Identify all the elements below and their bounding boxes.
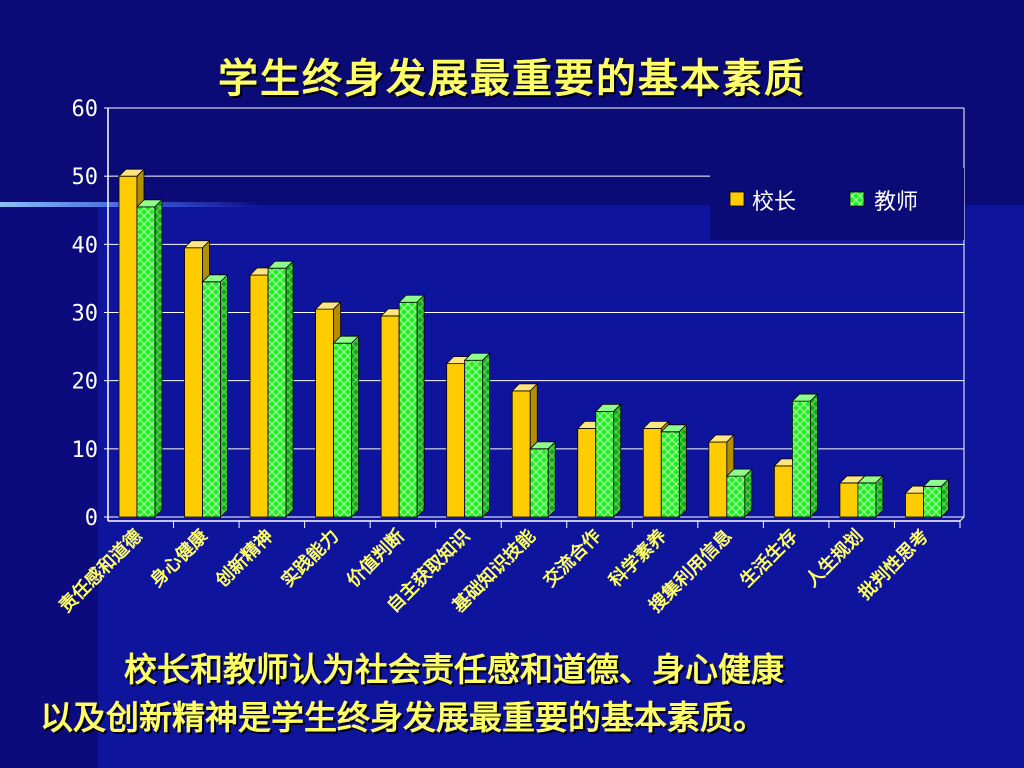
bar-principal (839, 482, 859, 518)
bar-teacher (529, 448, 549, 518)
bar-teacher-side (678, 423, 687, 518)
y-tick-label: 60 (72, 97, 99, 122)
bar-teacher (333, 342, 353, 518)
floor-right-edge (959, 516, 965, 522)
y-tick-label: 50 (72, 165, 99, 190)
bar-teacher-side (220, 273, 228, 518)
x-tick-label: 人生规划 (801, 525, 867, 591)
legend-box (710, 168, 964, 240)
bar-teacher (595, 410, 615, 518)
bar-principal (905, 492, 924, 518)
bar-teacher-side (613, 403, 622, 518)
bar-teacher (267, 267, 287, 518)
bar-teacher-side (351, 335, 360, 518)
legend-label-teacher: 教师 (874, 190, 918, 215)
bar-teacher (464, 359, 484, 518)
caption-line-1: 校长和教师认为社会责任感和道德、身心健康 (124, 650, 784, 689)
bar-teacher-side (875, 474, 884, 518)
bar-principal (773, 465, 793, 518)
bar-teacher (726, 475, 746, 518)
bar-teacher-side (941, 478, 949, 518)
bar-principal (249, 274, 269, 518)
bar-principal (708, 441, 728, 518)
x-tick-label: 实践能力 (277, 525, 343, 591)
y-tick-label: 0 (85, 506, 98, 531)
bar-teacher-side (809, 393, 818, 518)
x-tick-label: 科学素养 (604, 524, 671, 591)
legend-swatch-teacher (849, 191, 865, 207)
x-tick-label: 身心健康 (146, 524, 213, 591)
x-tick-label: 生活生存 (735, 525, 801, 591)
bar-teacher-side (482, 352, 491, 518)
y-tick-label: 20 (72, 370, 99, 395)
bar-principal (577, 427, 597, 518)
slide-title: 学生终身发展最重要的基本素质 (218, 55, 806, 102)
bar-teacher (857, 482, 877, 518)
bar-principal (446, 363, 466, 518)
caption-line-2: 以及创新精神是学生终身发展最重要的基本素质。 (40, 698, 766, 737)
x-tick-label: 责任感和道德 (55, 525, 147, 617)
x-tick-label: 创新精神 (210, 525, 277, 592)
bar-teacher (136, 206, 156, 518)
bar-principal (118, 175, 138, 518)
bar-principal (380, 315, 400, 518)
legend-swatch-principal (729, 191, 745, 207)
x-tick-label: 价值判断 (342, 525, 408, 591)
bar-teacher-side (285, 260, 294, 518)
y-tick-labels: 0 10 20 30 40 50 60 (72, 97, 99, 531)
legend-label-principal: 校长 (752, 190, 796, 215)
bar-teacher (660, 431, 680, 518)
x-tick-label: 交流合作 (539, 525, 605, 591)
legend: 校长 教师 (710, 168, 964, 240)
bar-teacher (202, 281, 221, 518)
bar-teacher-side (547, 440, 556, 518)
bars (118, 168, 950, 518)
bar-teacher-side (744, 468, 753, 518)
bar-principal (315, 308, 335, 518)
bar-chart: 0 10 20 30 40 50 60 责任感和道德 身心健康 创新精神 实践能力 价值判断自主获取… (55, 97, 965, 618)
bar-teacher (791, 400, 811, 518)
background-left-band (0, 205, 98, 768)
bar-teacher (923, 485, 942, 518)
y-tick-label: 10 (72, 438, 99, 463)
bar-teacher (398, 301, 418, 518)
y-tick-label: 40 (72, 233, 99, 258)
bar-teacher-side (154, 198, 163, 518)
x-tick-label: 批判性思考 (854, 525, 933, 604)
bar-principal (642, 427, 662, 518)
bar-teacher-side (416, 294, 425, 518)
slide-caption: 校长和教师认为社会责任感和道德、身心健康 以及创新精神是学生终身发展最重要的基本… (40, 646, 1000, 742)
bar-principal (184, 247, 203, 518)
bar-principal (511, 390, 531, 518)
y-tick-label: 30 (72, 302, 99, 327)
